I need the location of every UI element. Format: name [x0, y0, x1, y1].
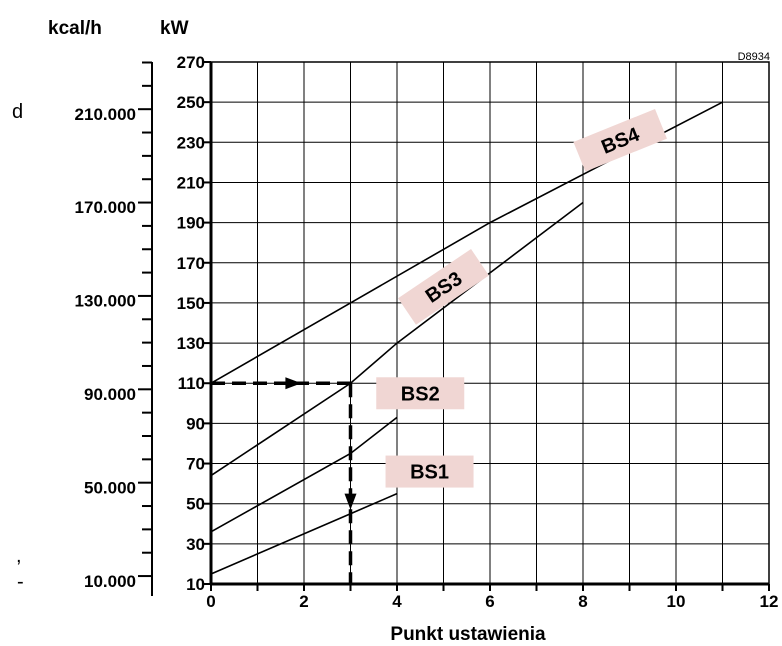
x-tick-label: 12 — [760, 592, 779, 611]
y-tick-label: 170 — [177, 254, 205, 273]
secondary-y-tick-label: 90.000 — [84, 385, 136, 404]
y-tick-label: 30 — [186, 535, 205, 554]
series-label-bs2: BS2 — [376, 377, 465, 410]
y-tick-label: 50 — [186, 495, 205, 514]
x-tick-label: 8 — [578, 592, 587, 611]
series-line-bs3 — [210, 201, 584, 477]
x-tick-label: 0 — [206, 592, 215, 611]
series-label-bg — [573, 108, 667, 172]
y-tick-label: 70 — [186, 455, 205, 474]
secondary-y-tick-label: 170.000 — [75, 198, 136, 217]
series-label-bg — [385, 455, 474, 488]
secondary-y-tick-label: 10.000 — [84, 572, 136, 591]
secondary-y-axis: 10.000 50.000 90.000 130.000 170.000 210.000 — [75, 61, 153, 596]
stray-mark-comma: , — [16, 545, 22, 567]
y-unit-label: kW — [160, 18, 189, 39]
stray-mark-d: d — [12, 101, 23, 123]
secondary-y-unit-label: kcal/h — [48, 18, 102, 39]
x-tick-labels: 0 2 4 6 8 10 12 — [206, 592, 778, 611]
x-tick-label: 10 — [667, 592, 686, 611]
secondary-y-tick-label: 50.000 — [84, 478, 136, 497]
secondary-y-tick-label: 130.000 — [75, 292, 136, 311]
x-tick-label: 4 — [392, 592, 402, 611]
series-label-text: BS2 — [401, 383, 440, 405]
y-tick-label: 10 — [186, 575, 205, 594]
series-label-bs1: BS1 — [385, 455, 474, 488]
x-tick-label: 6 — [485, 592, 494, 611]
y-tick-label: 150 — [177, 294, 205, 313]
y-tick-label: 130 — [177, 334, 205, 353]
secondary-y-tick-label: 210.000 — [75, 105, 136, 124]
y-tick-labels: 10 30 50 70 90 110 130 150 170 190 210 230 250 270 — [177, 53, 205, 594]
axes — [203, 61, 770, 591]
y-tick-label: 110 — [178, 374, 205, 393]
series-lines — [210, 101, 723, 575]
arrow-right-icon — [285, 377, 302, 390]
series-label-bs4: BS4 — [573, 108, 667, 172]
y-tick-label: 210 — [177, 173, 205, 192]
series-label-bg — [398, 248, 489, 325]
y-tick-label: 190 — [177, 214, 205, 233]
y-tick-label: 90 — [186, 414, 205, 433]
series-label-bg — [376, 377, 465, 410]
grid — [211, 62, 769, 584]
example-reading-path — [211, 377, 357, 584]
reference-code: D8934 — [738, 51, 770, 63]
series-label-text: BS1 — [410, 462, 449, 484]
x-tick-label: 2 — [299, 592, 308, 611]
stray-mark-dash: - — [17, 571, 24, 593]
y-tick-label: 270 — [177, 53, 205, 72]
y-tick-label: 230 — [177, 133, 205, 152]
y-tick-label: 250 — [177, 93, 205, 112]
arrow-down-icon — [344, 493, 357, 510]
x-axis-label: Punkt ustawienia — [390, 624, 546, 645]
